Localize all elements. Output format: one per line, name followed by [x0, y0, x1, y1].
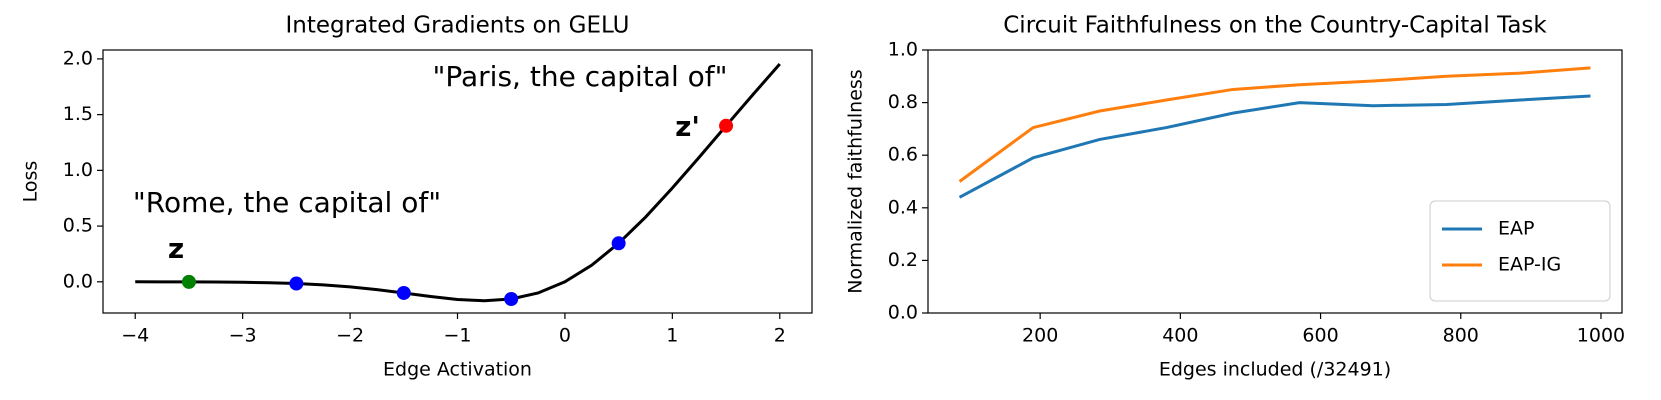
data-point — [396, 285, 411, 300]
legend-label: EAP — [1498, 218, 1534, 240]
series-line — [135, 62, 781, 303]
legend-label: EAP-IG — [1498, 254, 1561, 276]
x-tick-label: 2 — [774, 325, 786, 347]
annotation: "Rome, the capital of" — [133, 186, 441, 219]
x-tick-label: −1 — [443, 325, 471, 347]
y-axis-label: Normalized faithfulness — [845, 69, 867, 293]
x-tick-label: 200 — [1022, 325, 1058, 347]
y-tick-label: 2.0 — [63, 47, 93, 69]
annotation: z' — [675, 110, 700, 143]
plot-frame — [102, 49, 813, 314]
y-tick-label: 1.5 — [63, 103, 93, 125]
chart-title: Circuit Faithfulness on the Country-Capi… — [1003, 13, 1547, 39]
data-point — [181, 274, 196, 289]
x-tick-label: 1 — [666, 325, 678, 347]
data-point — [611, 236, 626, 251]
y-tick-label: 0.5 — [63, 215, 93, 237]
y-axis-label: Loss — [20, 161, 42, 203]
legend-box — [1429, 200, 1611, 302]
x-tick-label: −2 — [336, 325, 364, 347]
y-tick-label: 0.8 — [888, 91, 918, 113]
data-point — [719, 118, 734, 133]
x-axis-label: Edge Activation — [383, 359, 532, 381]
x-tick-label: 600 — [1302, 325, 1338, 347]
data-point — [289, 276, 304, 291]
y-tick-label: 0.4 — [888, 196, 918, 218]
annotation: "Paris, the capital of" — [433, 60, 728, 93]
y-tick-label: 0.0 — [63, 270, 93, 292]
x-tick-label: 400 — [1162, 325, 1198, 347]
y-tick-label: 0.6 — [888, 144, 918, 166]
x-tick-label: 800 — [1443, 325, 1479, 347]
x-tick-label: −4 — [121, 325, 149, 347]
series-line — [958, 66, 1591, 183]
x-tick-label: 1000 — [1577, 325, 1625, 347]
data-point — [504, 291, 519, 306]
y-tick-label: 0.0 — [888, 302, 918, 324]
series-line — [958, 94, 1591, 199]
annotation: z — [168, 232, 184, 265]
x-axis-label: Edges included (/32491) — [1159, 359, 1391, 381]
y-tick-label: 0.2 — [888, 249, 918, 271]
y-tick-label: 1.0 — [888, 39, 918, 61]
x-tick-label: −3 — [229, 325, 257, 347]
x-tick-label: 0 — [559, 325, 571, 347]
chart-title: Integrated Gradients on GELU — [286, 13, 630, 39]
plot-frame — [927, 49, 1623, 314]
y-tick-label: 1.0 — [63, 159, 93, 181]
